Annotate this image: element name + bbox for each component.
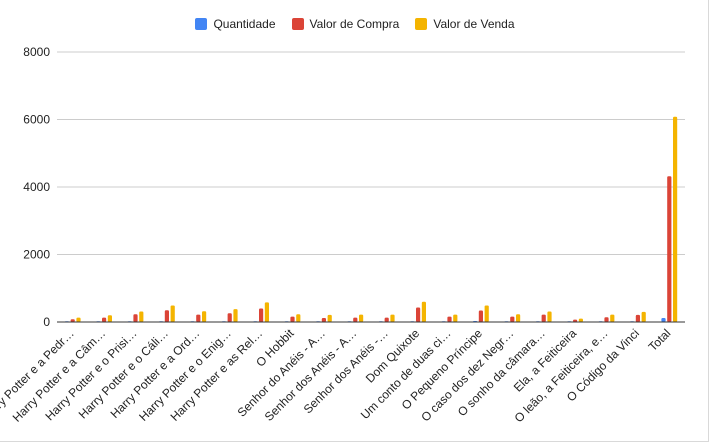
bar-valor-de-venda[interactable]	[170, 305, 175, 322]
legend-label-quantidade: Quantidade	[213, 17, 276, 31]
bar-valor-de-venda[interactable]	[327, 314, 332, 322]
bar-valor-de-venda[interactable]	[641, 311, 646, 322]
bar-valor-de-compra[interactable]	[604, 317, 609, 322]
bar-valor-de-venda[interactable]	[139, 311, 144, 322]
bar-valor-de-compra[interactable]	[259, 308, 264, 323]
bar-valor-de-compra[interactable]	[227, 313, 232, 322]
gridlines	[57, 51, 685, 323]
bar-valor-de-venda[interactable]	[233, 309, 238, 322]
bar-quantidade[interactable]	[661, 317, 666, 322]
bar-valor-de-compra[interactable]	[635, 314, 640, 322]
bar-valor-de-venda[interactable]	[578, 318, 583, 322]
y-tick-label: 8000	[23, 45, 50, 59]
bar-valor-de-venda[interactable]	[610, 314, 615, 322]
bar-valor-de-venda[interactable]	[76, 317, 81, 322]
bar-valor-de-compra[interactable]	[321, 317, 326, 322]
bar-valor-de-venda[interactable]	[107, 315, 112, 322]
bar-valor-de-compra[interactable]	[510, 316, 515, 322]
bar-valor-de-compra[interactable]	[102, 317, 107, 322]
bar-valor-de-compra[interactable]	[667, 176, 672, 322]
y-tick-label: 4000	[23, 180, 50, 194]
bar-valor-de-compra[interactable]	[70, 319, 75, 322]
x-axis-ticks: Harry Potter e a Pedr…Harry Potter e a C…	[0, 326, 673, 426]
bar-valor-de-venda[interactable]	[484, 305, 489, 322]
bar-valor-de-compra[interactable]	[541, 314, 546, 322]
legend-swatch-valor-compra	[291, 18, 304, 30]
bar-valor-de-venda[interactable]	[202, 311, 207, 322]
bar-valor-de-venda[interactable]	[296, 314, 301, 322]
bar-valor-de-compra[interactable]	[196, 314, 201, 322]
bar-valor-de-compra[interactable]	[573, 319, 578, 322]
legend-item-valor-compra[interactable]: Valor de Compra	[291, 17, 400, 31]
bar-valor-de-compra[interactable]	[290, 316, 295, 322]
bar-valor-de-venda[interactable]	[359, 314, 364, 322]
x-tick-label: Total	[646, 326, 674, 354]
bar-valor-de-compra[interactable]	[447, 316, 452, 322]
chart-legend: Quantidade Valor de Compra Valor de Vend…	[0, 17, 710, 31]
legend-label-valor-compra: Valor de Compra	[309, 17, 400, 31]
y-tick-label: 0	[43, 315, 50, 329]
y-tick-label: 6000	[23, 113, 50, 127]
bar-valor-de-venda[interactable]	[516, 314, 521, 322]
bar-valor-de-compra[interactable]	[416, 307, 421, 322]
legend-item-quantidade[interactable]: Quantidade	[195, 17, 276, 31]
bar-valor-de-venda[interactable]	[264, 302, 269, 322]
legend-label-valor-venda: Valor de Venda	[433, 17, 515, 31]
bar-valor-de-compra[interactable]	[164, 310, 169, 322]
bar-valor-de-compra[interactable]	[478, 310, 483, 322]
y-axis-ticks: 0 2000 4000 6000 8000	[23, 45, 50, 329]
bar-valor-de-venda[interactable]	[453, 314, 458, 322]
bar-valor-de-compra[interactable]	[133, 314, 138, 322]
bar-valor-de-compra[interactable]	[384, 317, 389, 322]
bar-valor-de-venda[interactable]	[390, 314, 395, 322]
bar-valor-de-venda[interactable]	[421, 301, 426, 322]
legend-swatch-valor-venda	[415, 18, 428, 30]
bars	[64, 116, 678, 323]
legend-swatch-quantidade	[195, 18, 208, 30]
bar-valor-de-compra[interactable]	[353, 317, 358, 322]
bar-valor-de-venda[interactable]	[547, 311, 552, 322]
legend-item-valor-venda[interactable]: Valor de Venda	[415, 17, 515, 31]
bar-valor-de-venda[interactable]	[673, 116, 678, 322]
y-tick-label: 2000	[23, 248, 50, 262]
